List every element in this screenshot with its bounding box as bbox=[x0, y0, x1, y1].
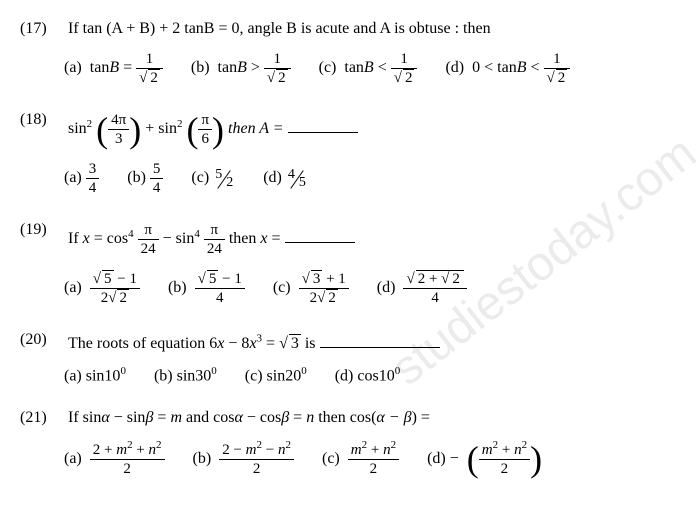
qtext-20: The roots of equation 6x − 8x3 = √3 is bbox=[68, 331, 668, 353]
options-19: (a) √5 − 12√2 (b) √5 − 14 (c) √3 + 12√2 … bbox=[64, 270, 679, 307]
blank-20 bbox=[320, 331, 440, 348]
opt-17c: (c) tanB < 1√2 bbox=[319, 50, 418, 87]
qnum-20: (20) bbox=[20, 331, 64, 349]
options-17: (a) tanB = 1√2 (b) tanB > 1√2 (c) tanB <… bbox=[64, 50, 679, 87]
options-20: (a) sin100 (b) sin300 (c) sin200 (d) cos… bbox=[64, 365, 679, 385]
opt-19a: (a) √5 − 12√2 bbox=[64, 270, 140, 307]
qtext-21: If sinα − sinβ = m and cosα − cosβ = n t… bbox=[68, 409, 668, 427]
opt-17a: (a) tanB = 1√2 bbox=[64, 50, 163, 87]
opt-18b: (b)54 bbox=[127, 160, 163, 197]
opt-17d: (d) 0 < tanB < 1√2 bbox=[445, 50, 570, 87]
question-18: (18) sin2 (4π3) + sin2 (π6) then A = (a)… bbox=[20, 111, 679, 197]
qtext-17: If tan (A + B) + 2 tanB = 0, angle B is … bbox=[68, 20, 668, 38]
opt-19d: (d) √2 + √24 bbox=[377, 270, 467, 307]
opt-17b: (b) tanB > 1√2 bbox=[191, 50, 291, 87]
opt-18c: (c)52 bbox=[191, 167, 235, 191]
qnum-21: (21) bbox=[20, 409, 64, 427]
qnum-19: (19) bbox=[20, 221, 64, 239]
opt-21a: (a) 2 + m2 + n22 bbox=[64, 439, 165, 478]
qtext-19: If x = cos4 π24 − sin4 π24 then x = bbox=[68, 221, 668, 258]
blank-19 bbox=[285, 226, 355, 243]
opt-20d: (d) cos100 bbox=[335, 365, 400, 385]
opt-20c: (c) sin200 bbox=[245, 365, 307, 385]
opt-19c: (c) √3 + 12√2 bbox=[273, 270, 349, 307]
opt-21d: (d) − (m2 + n22) bbox=[427, 439, 542, 478]
qnum-18: (18) bbox=[20, 111, 64, 129]
qtext-18: sin2 (4π3) + sin2 (π6) then A = bbox=[68, 111, 668, 148]
question-19: (19) If x = cos4 π24 − sin4 π24 then x =… bbox=[20, 221, 679, 307]
opt-20a: (a) sin100 bbox=[64, 365, 126, 385]
opt-21c: (c) m2 + n22 bbox=[322, 439, 399, 478]
qnum-17: (17) bbox=[20, 20, 64, 38]
options-21: (a) 2 + m2 + n22 (b) 2 − m2 − n22 (c) m2… bbox=[64, 439, 679, 478]
opt-18d: (d)45 bbox=[263, 167, 308, 191]
opt-21b: (b) 2 − m2 − n22 bbox=[193, 439, 294, 478]
question-17: (17) If tan (A + B) + 2 tanB = 0, angle … bbox=[20, 20, 679, 87]
opt-19b: (b) √5 − 14 bbox=[168, 270, 245, 307]
question-20: (20) The roots of equation 6x − 8x3 = √3… bbox=[20, 331, 679, 385]
opt-18a: (a)34 bbox=[64, 160, 99, 197]
opt-20b: (b) sin300 bbox=[154, 365, 217, 385]
question-21: (21) If sinα − sinβ = m and cosα − cosβ … bbox=[20, 409, 679, 478]
options-18: (a)34 (b)54 (c)52 (d)45 bbox=[64, 160, 679, 197]
blank-18 bbox=[288, 116, 358, 133]
